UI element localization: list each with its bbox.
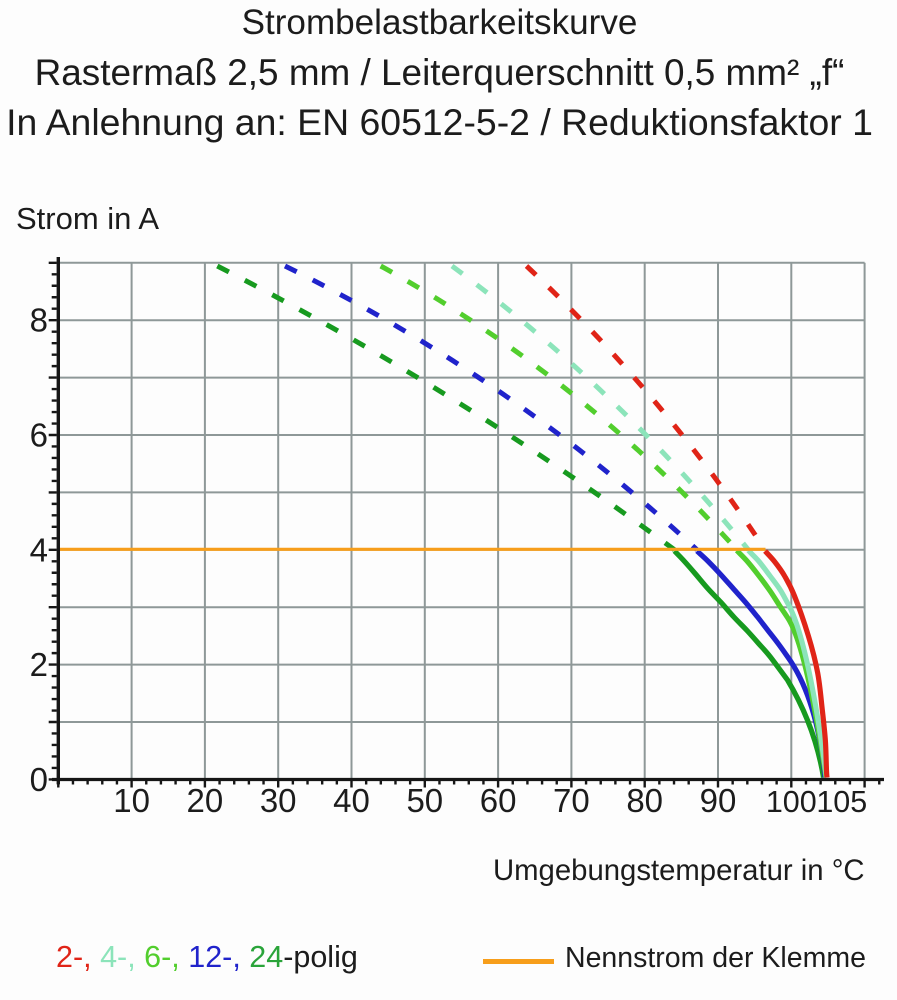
svg-text:40: 40 — [333, 782, 370, 819]
svg-text:30: 30 — [260, 782, 297, 819]
svg-text:100: 100 — [766, 785, 817, 819]
svg-text:0: 0 — [30, 761, 48, 798]
svg-text:6: 6 — [30, 417, 48, 454]
svg-text:60: 60 — [480, 782, 517, 819]
svg-text:2: 2 — [30, 646, 48, 683]
svg-text:90: 90 — [700, 782, 737, 819]
svg-text:70: 70 — [553, 782, 590, 819]
svg-text:4: 4 — [30, 531, 48, 568]
svg-text:8: 8 — [30, 302, 48, 339]
svg-text:20: 20 — [187, 782, 224, 819]
svg-text:50: 50 — [406, 782, 443, 819]
svg-text:80: 80 — [626, 782, 663, 819]
svg-text:10: 10 — [113, 782, 150, 819]
svg-text:105: 105 — [816, 785, 867, 819]
